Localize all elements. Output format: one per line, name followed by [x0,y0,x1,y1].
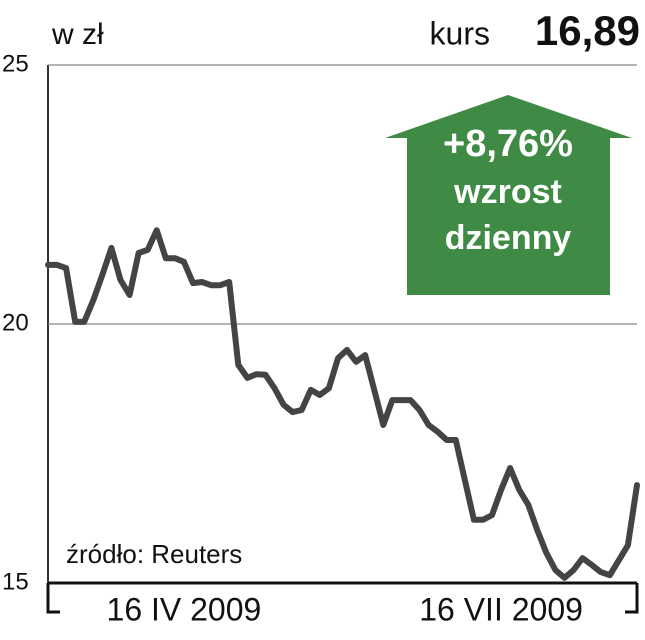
x-range-bracket [46,583,639,614]
up-arrow [385,95,632,295]
badge-line: dzienny [445,219,572,257]
price-value: 16,89 [535,7,640,54]
badge-line: wzrost [453,173,562,211]
source: źródło: Reuters [66,539,242,569]
price-caption: kurs [430,15,490,51]
badge: +8,76% wzrost dzienny [385,95,632,295]
x-tick-label: 16 IV 2009 [107,591,262,627]
x-tick-label: 16 VII 2009 [419,591,583,627]
y-tick-label: 25 [2,50,29,77]
price-line [45,227,640,581]
y-tick-label: 15 [2,568,29,595]
unit-label: w zł [51,18,104,51]
y-tick-label: 20 [2,309,29,336]
badge-change: +8,76% [443,123,573,165]
